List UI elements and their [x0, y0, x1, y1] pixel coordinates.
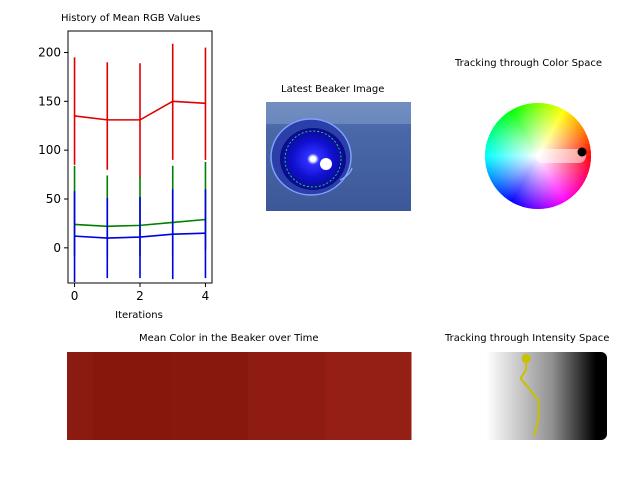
beaker-image [266, 102, 411, 211]
detection-circle [284, 130, 342, 188]
y-tick-label: 0 [53, 241, 61, 255]
x-tick-label: 2 [136, 289, 144, 303]
wheel-trace [536, 149, 586, 163]
color-cell [92, 352, 171, 440]
mean-color-strip [67, 352, 412, 440]
color-position-marker [577, 147, 587, 157]
beaker-liquid [280, 128, 346, 190]
beaker-highlight [320, 158, 332, 170]
color-cell [247, 352, 326, 440]
beaker-image-title: Latest Beaker Image [281, 84, 385, 95]
beaker-spout [339, 167, 353, 181]
y-tick-label: 50 [46, 192, 61, 206]
rgb-xlabel: Iterations [115, 310, 163, 321]
y-tick-label: 150 [38, 94, 61, 108]
rgb-history-title: History of Mean RGB Values [61, 13, 201, 24]
intensity-bar [470, 352, 607, 440]
intensity-space-title: Tracking through Intensity Space [445, 333, 610, 344]
intensity-gradient [470, 352, 607, 440]
rgb-history-chart: 0 50 100 150 200 0 2 4 [38, 30, 213, 303]
x-tick-label: 4 [202, 289, 210, 303]
beaker-top-band [266, 102, 411, 124]
intensity-marker [521, 353, 531, 363]
color-cell [170, 352, 249, 440]
color-space-title: Tracking through Color Space [455, 58, 603, 69]
color-wheel [485, 103, 591, 209]
mean-color-title: Mean Color in the Beaker over Time [139, 333, 319, 344]
color-cell [67, 352, 94, 440]
series-line-2 [74, 232, 206, 239]
color-cell [325, 352, 412, 440]
x-tick-label: 0 [71, 289, 79, 303]
y-tick-label: 200 [38, 45, 61, 59]
intensity-trace [519, 356, 540, 436]
y-tick-label: 100 [38, 143, 61, 157]
series-line-0 [74, 100, 206, 121]
